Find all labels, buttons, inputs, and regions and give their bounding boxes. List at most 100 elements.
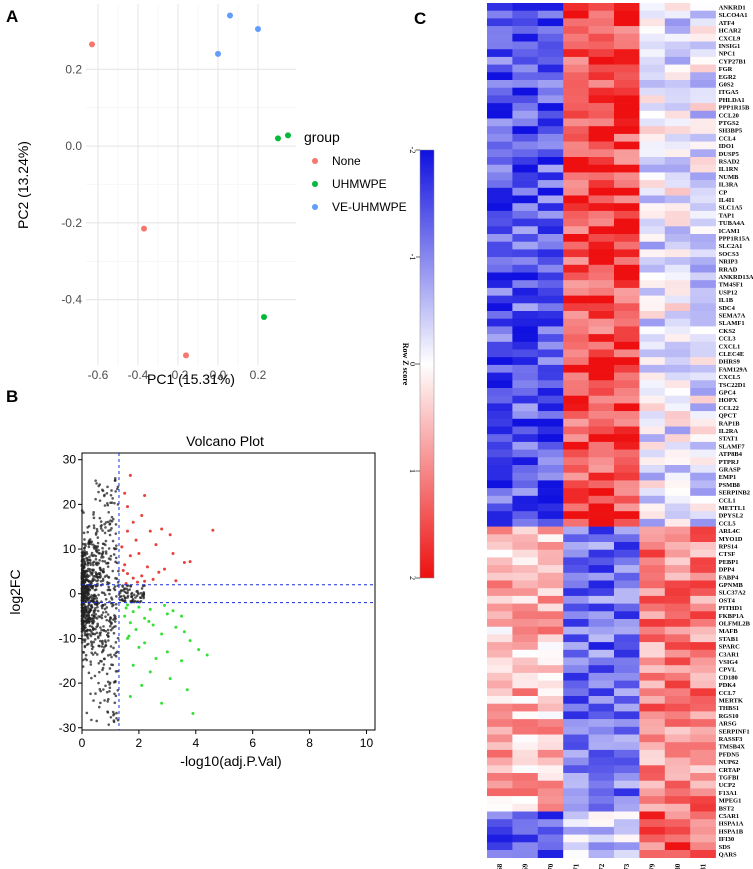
volcano-point-up <box>140 514 144 518</box>
heatmap-cell <box>487 187 513 196</box>
pca-legend-key <box>312 204 318 210</box>
heatmap-cell <box>512 133 539 142</box>
heatmap-cell <box>690 495 716 504</box>
heatmap-cell <box>588 64 615 73</box>
heatmap-cell <box>588 757 615 766</box>
heatmap-cell <box>614 665 640 674</box>
heatmap-cell <box>639 349 666 358</box>
heatmap-cell <box>639 588 666 597</box>
volcano-point-ns <box>114 523 118 526</box>
heatmap-cell <box>563 819 589 828</box>
heatmap-cell <box>690 457 716 466</box>
heatmap-gene-label: SLC1A5 <box>719 205 744 212</box>
heatmap-cell <box>664 534 691 543</box>
volcano-point-ns <box>105 606 109 609</box>
heatmap-gene-label: GRASP <box>719 467 741 474</box>
heatmap-gene-label: SDC4 <box>719 305 736 312</box>
heatmap-cell <box>614 126 640 135</box>
volcano-y-tick-label: 10 <box>63 542 77 556</box>
heatmap-cell <box>588 257 615 266</box>
heatmap-cell <box>588 526 615 535</box>
volcano-point-ns <box>110 598 114 601</box>
volcano-point-ns <box>108 592 111 596</box>
volcano-point-ns <box>113 588 117 592</box>
heatmap-cell <box>614 680 640 689</box>
heatmap-gene-label: VSIG4 <box>719 659 739 666</box>
heatmap-cell <box>588 311 615 319</box>
heatmap-cell <box>563 850 589 858</box>
volcano-point-ns <box>83 629 87 633</box>
volcano-point-up <box>168 533 172 537</box>
heatmap-cell <box>588 10 615 19</box>
heatmap-cell <box>588 364 615 373</box>
heatmap-cell <box>639 580 666 589</box>
heatmap-cell <box>664 457 691 466</box>
heatmap-cell <box>690 388 716 396</box>
heatmap-cell <box>537 626 564 635</box>
volcano-point-ns <box>103 531 107 535</box>
heatmap-cell <box>563 180 589 189</box>
heatmap-cell <box>639 241 666 250</box>
volcano-x-tick-label: 2 <box>136 736 143 750</box>
heatmap-cell <box>664 157 691 165</box>
heatmap-cell <box>537 318 564 327</box>
heatmap-cell <box>664 426 691 435</box>
heatmap-cell <box>588 349 615 358</box>
volcano-point-ns <box>88 609 92 613</box>
heatmap-cell <box>664 773 691 781</box>
heatmap-gene-labels: ANKRD1SLCO4A1ATF4HCAR2CXCL9INSIG1NPC1CYP… <box>719 5 753 859</box>
heatmap-cell <box>487 80 513 88</box>
heatmap-cell <box>487 218 513 227</box>
heatmap-cell <box>563 780 589 789</box>
heatmap-cell <box>664 526 691 535</box>
heatmap-cell <box>639 26 666 35</box>
heatmap-cell <box>512 642 539 651</box>
heatmap-cell <box>563 249 589 258</box>
heatmap-cell <box>664 403 691 412</box>
volcano-point-ns <box>97 490 100 494</box>
heatmap-cell <box>512 349 539 358</box>
volcano-point-ns <box>113 478 117 482</box>
volcano-point-ns <box>115 595 118 598</box>
heatmap-cell <box>664 388 691 396</box>
volcano-point-ns <box>113 501 116 505</box>
volcano-point-ns <box>118 595 122 598</box>
heatmap-cell <box>664 480 691 489</box>
heatmap-cell <box>664 465 691 473</box>
volcano-point-ns <box>90 599 93 602</box>
volcano-point-ns <box>115 577 119 581</box>
volcano-point-ns <box>90 605 94 609</box>
heatmap-cell <box>690 164 716 173</box>
heatmap-cell <box>690 649 716 658</box>
heatmap-cell <box>487 295 513 304</box>
heatmap-cell <box>537 803 564 812</box>
heatmap-cell <box>614 611 640 620</box>
heatmap-cell <box>487 549 513 558</box>
heatmap-cell <box>664 734 691 743</box>
heatmap-cell <box>614 526 640 535</box>
heatmap-cell <box>563 157 589 165</box>
heatmap-cell <box>537 195 564 204</box>
pca-plot: -0.6 -0.4 -0.2 0.0 0.20.20.0-0.2-0.4 PC1 (15… <box>15 4 407 387</box>
heatmap-cell <box>664 542 691 550</box>
heatmap-cell <box>588 203 615 212</box>
volcano-point-ns <box>107 581 111 585</box>
heatmap-cell <box>563 203 589 212</box>
heatmap-cell <box>512 749 539 758</box>
volcano-point-ns <box>112 646 115 650</box>
heatmap-cell <box>512 703 539 712</box>
heatmap-cell <box>487 634 513 643</box>
heatmap-cell <box>537 234 564 242</box>
volcano-point-ns <box>86 557 89 561</box>
volcano-point-ns <box>102 648 105 652</box>
volcano-point-ns <box>97 661 101 665</box>
heatmap-cell <box>537 141 564 150</box>
volcano-point-ns <box>112 680 116 684</box>
volcano-point-ns <box>114 532 118 535</box>
heatmap-cell <box>563 788 589 797</box>
heatmap-cell <box>512 796 539 805</box>
heatmap-gene-label: CCL20 <box>719 112 739 119</box>
heatmap-cell <box>614 418 640 427</box>
volcano-point-ns <box>105 501 109 505</box>
heatmap-cell <box>588 850 615 858</box>
